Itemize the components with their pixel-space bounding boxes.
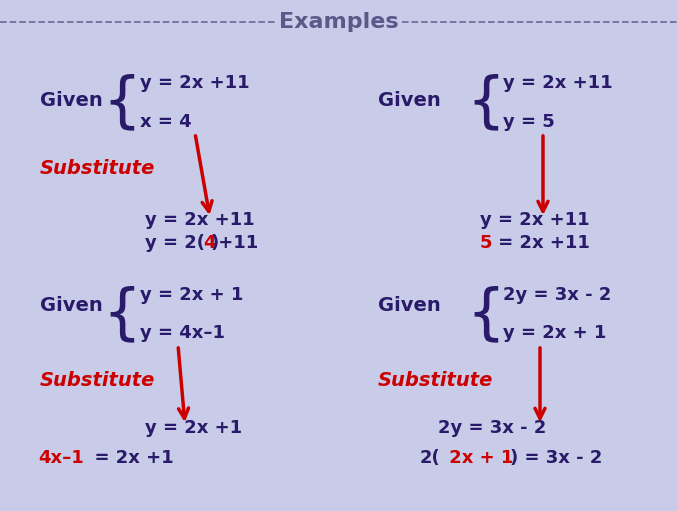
Text: {: { — [466, 286, 505, 344]
Text: Given: Given — [40, 295, 103, 314]
Text: {: { — [102, 74, 142, 132]
Text: x = 4: x = 4 — [140, 113, 192, 131]
Text: 4x–1: 4x–1 — [38, 449, 84, 467]
Text: y = 2x + 1: y = 2x + 1 — [140, 286, 243, 304]
Text: y = 2x +11: y = 2x +11 — [140, 74, 250, 92]
Text: ) = 3x - 2: ) = 3x - 2 — [510, 449, 602, 467]
Text: y = 2(: y = 2( — [145, 234, 205, 252]
Text: Examples: Examples — [279, 12, 399, 32]
Text: y = 5: y = 5 — [503, 113, 555, 131]
Text: = 2x +11: = 2x +11 — [492, 234, 590, 252]
Text: Given: Given — [40, 90, 103, 109]
Text: {: { — [466, 74, 505, 132]
Text: Substitute: Substitute — [40, 370, 155, 389]
Text: Substitute: Substitute — [40, 158, 155, 177]
Text: {: { — [102, 286, 142, 344]
Text: y = 2x +1: y = 2x +1 — [145, 419, 242, 437]
Text: y = 4x–1: y = 4x–1 — [140, 324, 225, 342]
Text: y = 2x +11: y = 2x +11 — [145, 211, 255, 229]
Text: = 2x +1: = 2x +1 — [82, 449, 174, 467]
Text: 4: 4 — [203, 234, 216, 252]
Text: 2y = 3x - 2: 2y = 3x - 2 — [503, 286, 612, 304]
Text: y = 2x +11: y = 2x +11 — [503, 74, 613, 92]
Text: y = 2x +11: y = 2x +11 — [480, 211, 590, 229]
Text: Given: Given — [378, 295, 441, 314]
Text: Substitute: Substitute — [378, 370, 494, 389]
Text: 5: 5 — [480, 234, 492, 252]
Text: y = 2x + 1: y = 2x + 1 — [503, 324, 606, 342]
Text: )+11: )+11 — [211, 234, 259, 252]
Text: 2y = 3x - 2: 2y = 3x - 2 — [438, 419, 546, 437]
Text: 2x + 1: 2x + 1 — [443, 449, 513, 467]
Text: 2(: 2( — [420, 449, 441, 467]
Text: Given: Given — [378, 90, 441, 109]
